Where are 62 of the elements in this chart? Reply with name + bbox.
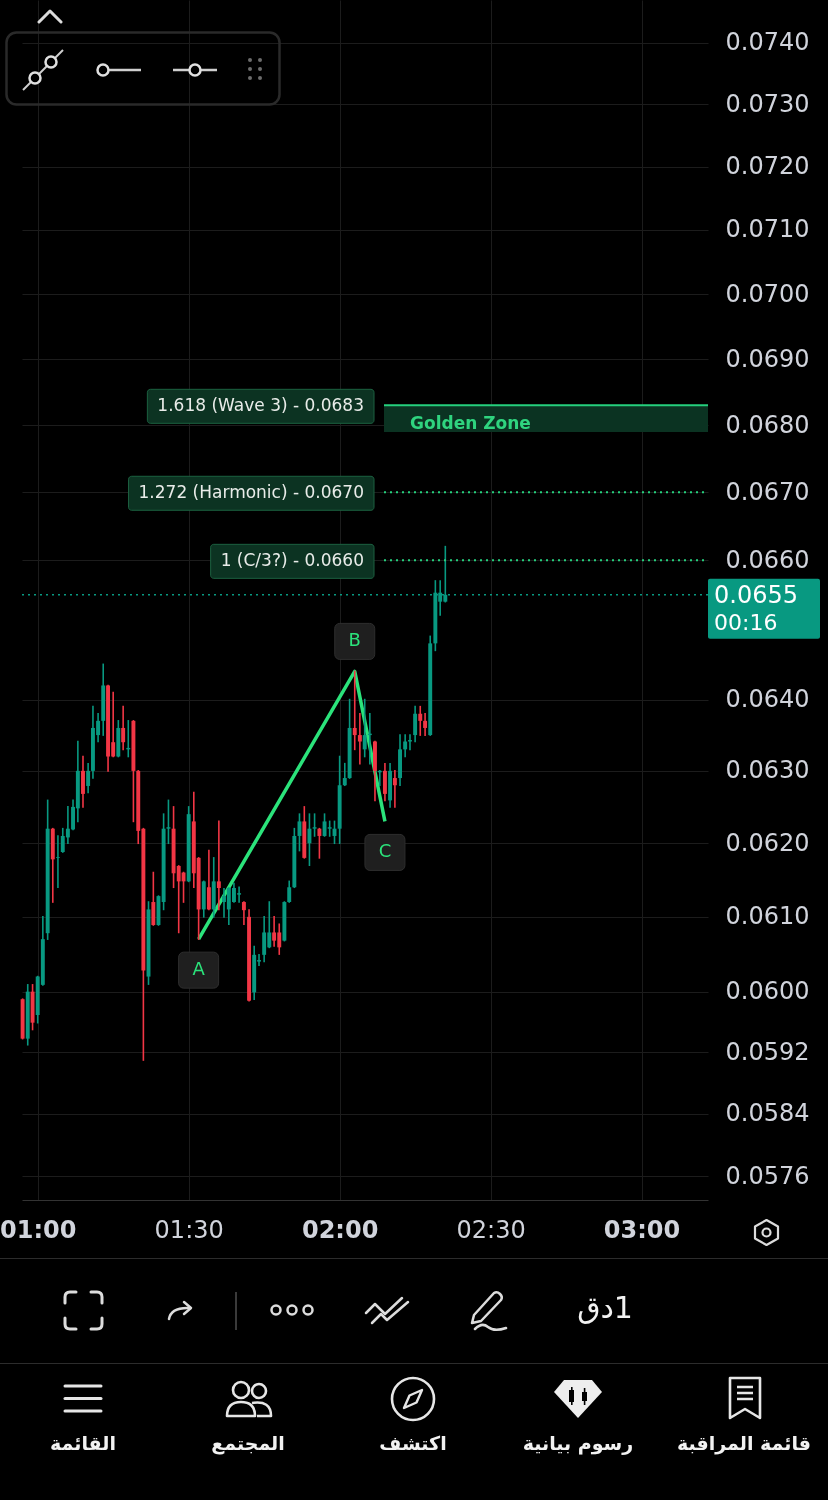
y-tick-label: 0.0592 bbox=[725, 1037, 810, 1066]
candlestick bbox=[352, 670, 357, 751]
x-tick-label: 02:30 bbox=[456, 1215, 526, 1244]
y-tick-label: 0.0600 bbox=[725, 977, 810, 1006]
y-tick-label: 0.0670 bbox=[725, 477, 810, 506]
y-tick-label: 0.0584 bbox=[725, 1099, 810, 1128]
candlestick bbox=[423, 712, 428, 736]
candlestick bbox=[418, 705, 423, 736]
candlestick bbox=[362, 698, 367, 758]
y-tick-label: 0.0630 bbox=[725, 756, 810, 785]
text: رسوم بيانية bbox=[521, 1432, 635, 1454]
ref-line-label: 1 (C/3?) - 0.0660 bbox=[220, 550, 364, 571]
y-tick-label: 0.0640 bbox=[725, 685, 810, 714]
text: القائمة bbox=[49, 1432, 117, 1454]
candlestick bbox=[287, 880, 292, 903]
x-tick-label: 02:00 bbox=[301, 1215, 379, 1244]
candlestick bbox=[382, 762, 387, 802]
candlestick bbox=[151, 871, 156, 926]
text: 00:16 bbox=[714, 609, 778, 635]
text: المجتمع bbox=[210, 1432, 286, 1454]
candlestick bbox=[86, 762, 91, 794]
candlestick bbox=[206, 849, 211, 911]
candlestick bbox=[121, 705, 126, 751]
y-tick-label: 0.0700 bbox=[725, 279, 810, 308]
annotation: A bbox=[192, 958, 206, 980]
band-label: Golden Zone bbox=[410, 413, 531, 434]
x-tick-label: 01:30 bbox=[154, 1215, 224, 1244]
y-tick-label: 0.0660 bbox=[725, 545, 810, 574]
candlestick bbox=[272, 916, 277, 947]
candlestick bbox=[357, 712, 362, 765]
y-tick-label: 0.0690 bbox=[725, 344, 810, 373]
candlestick bbox=[307, 813, 312, 867]
candlestick bbox=[312, 813, 317, 837]
candlestick bbox=[317, 827, 322, 859]
text: قائمة المراقبة bbox=[676, 1432, 812, 1454]
ref-line-label: 1.272 (Harmonic) - 0.0670 bbox=[138, 482, 364, 503]
x-tick-label: 01:00 bbox=[0, 1215, 77, 1244]
candlestick bbox=[262, 916, 267, 963]
y-tick-label: 0.0680 bbox=[725, 410, 810, 439]
x-tick-label: 03:00 bbox=[603, 1215, 681, 1244]
text: 1دق bbox=[576, 1290, 634, 1325]
y-tick-label: 0.0576 bbox=[725, 1161, 810, 1190]
y-tick-label: 0.0710 bbox=[725, 215, 810, 244]
ref-line-label: 1.618 (Wave 3) - 0.0683 bbox=[157, 395, 364, 416]
y-tick-label: 0.0730 bbox=[725, 89, 810, 118]
annotation: B bbox=[348, 629, 361, 651]
ref-line-label: 0.0655 bbox=[714, 580, 798, 609]
candlestick bbox=[342, 762, 347, 787]
candlestick bbox=[403, 734, 408, 758]
candlestick bbox=[216, 820, 221, 911]
text: اكتشف bbox=[378, 1432, 448, 1454]
candlestick bbox=[241, 901, 246, 926]
candlestick bbox=[166, 799, 171, 845]
y-tick-label: 0.0720 bbox=[725, 152, 810, 181]
candlestick bbox=[81, 755, 85, 808]
y-tick-label: 0.0610 bbox=[725, 902, 810, 931]
annotation: C bbox=[378, 840, 392, 862]
y-tick-label: 0.0620 bbox=[725, 828, 810, 857]
candlestick bbox=[392, 770, 397, 808]
candlestick bbox=[413, 705, 418, 743]
candlestick bbox=[55, 835, 60, 889]
y-tick-label: 0.0740 bbox=[725, 28, 810, 57]
